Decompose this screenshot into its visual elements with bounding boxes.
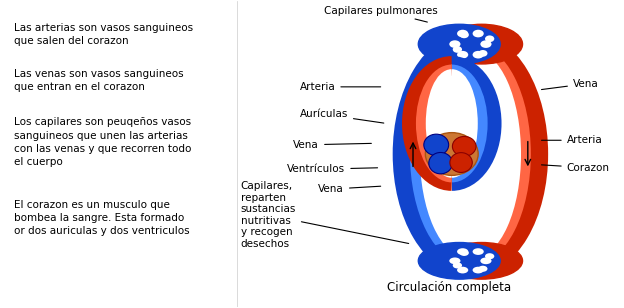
Ellipse shape [418, 24, 500, 64]
Ellipse shape [457, 51, 468, 59]
Text: Corazon: Corazon [542, 163, 610, 173]
Text: Las arterias son vasos sanguineos
que salen del corazon: Las arterias son vasos sanguineos que sa… [14, 23, 193, 46]
Text: El corazon es un musculo que
bombea la sangre. Esta formado
or dos auriculas y d: El corazon es un musculo que bombea la s… [14, 200, 190, 236]
Ellipse shape [472, 248, 484, 255]
Ellipse shape [457, 267, 468, 274]
Ellipse shape [452, 136, 476, 156]
Text: Los capilares son peuqeños vasos
sanguineos que unen las arterias
con las venas : Los capilares son peuqeños vasos sanguin… [14, 117, 191, 167]
Ellipse shape [480, 257, 492, 264]
Ellipse shape [453, 262, 462, 269]
Text: Ventrículos: Ventrículos [287, 164, 378, 174]
Ellipse shape [450, 153, 472, 172]
Ellipse shape [459, 31, 469, 38]
Ellipse shape [418, 242, 500, 279]
Ellipse shape [472, 267, 484, 274]
Ellipse shape [457, 30, 468, 37]
Text: Capilares pulmonares: Capilares pulmonares [324, 6, 438, 22]
Ellipse shape [441, 24, 522, 64]
Ellipse shape [441, 242, 522, 279]
Ellipse shape [485, 253, 494, 259]
Ellipse shape [453, 46, 462, 53]
Ellipse shape [457, 248, 468, 255]
Ellipse shape [459, 250, 469, 256]
Ellipse shape [478, 50, 487, 57]
Ellipse shape [472, 30, 484, 37]
Ellipse shape [472, 51, 484, 59]
Ellipse shape [480, 40, 492, 48]
Ellipse shape [478, 266, 487, 272]
Text: Vena: Vena [293, 140, 371, 150]
Ellipse shape [426, 133, 478, 175]
Text: Arteria: Arteria [300, 82, 381, 92]
Text: Las venas son vasos sanguineos
que entran en el corazon: Las venas son vasos sanguineos que entra… [14, 69, 183, 92]
Text: Capilares,
reparten
sustancias
nutritivas
y recogen
desechos: Capilares, reparten sustancias nutritiva… [241, 181, 409, 249]
Ellipse shape [424, 134, 449, 156]
Text: Aurículas: Aurículas [300, 109, 384, 123]
Text: Circulación completa: Circulación completa [387, 282, 510, 294]
Text: Vena: Vena [542, 79, 598, 90]
Ellipse shape [449, 40, 461, 48]
Text: Arteria: Arteria [542, 135, 602, 145]
Ellipse shape [449, 257, 461, 264]
Ellipse shape [429, 152, 452, 174]
Text: Vena: Vena [318, 184, 381, 194]
Ellipse shape [485, 35, 494, 42]
